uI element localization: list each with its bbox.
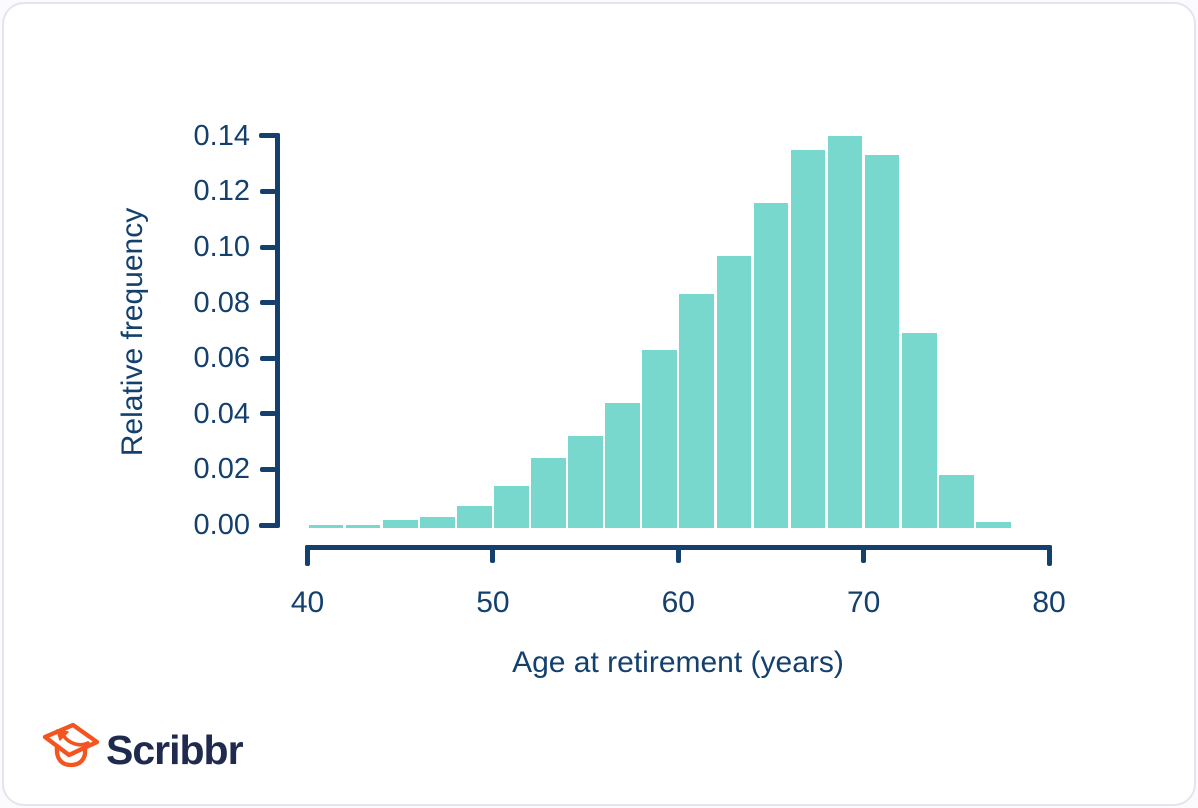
x-tick-label: 60 <box>661 586 695 619</box>
x-tick <box>305 545 310 566</box>
y-tick <box>260 355 276 361</box>
y-axis-line <box>275 133 280 528</box>
x-tick <box>1046 545 1052 566</box>
x-tick-label: 40 <box>290 586 325 619</box>
histogram-bar <box>976 522 1011 528</box>
x-tick-label: 80 <box>1032 586 1066 619</box>
histogram-bar <box>494 486 529 528</box>
histogram-bar <box>864 155 900 528</box>
histogram-bar <box>308 525 344 528</box>
histogram-bar <box>938 475 974 528</box>
y-tick <box>259 522 280 528</box>
scribbr-wordmark: Scribbr <box>106 727 244 773</box>
histogram-bar <box>345 525 381 528</box>
y-tick-label: 0.00 <box>193 509 250 541</box>
histogram-bar <box>753 203 789 528</box>
y-tick-label: 0.12 <box>193 175 250 208</box>
histogram-bar <box>827 136 863 528</box>
scribbr-logo: Scribbr <box>42 718 244 782</box>
histogram-bar <box>790 150 826 528</box>
histogram-bar <box>679 294 715 528</box>
histogram-bar <box>568 436 603 528</box>
histogram-bar <box>531 458 566 528</box>
y-axis-title: Relative frequency <box>116 207 149 457</box>
y-tick-label: 0.14 <box>193 119 250 152</box>
graduation-cap-icon <box>42 722 100 768</box>
y-tick <box>260 188 276 194</box>
histogram-bar <box>605 403 640 528</box>
histogram-bar <box>642 350 678 528</box>
y-tick <box>260 411 276 417</box>
y-tick <box>260 244 276 250</box>
x-tick <box>675 545 681 563</box>
y-tick-label: 0.06 <box>193 342 250 375</box>
x-tick <box>861 545 867 563</box>
y-tick-label: 0.04 <box>193 397 250 430</box>
histogram-plot: 0.00 0.02 0.04 0.06 0.08 0.10 0.12 0.14 40 50 60 70… <box>4 4 1194 804</box>
y-tick <box>260 466 276 472</box>
histogram-bar <box>419 517 455 528</box>
x-tick-label: 70 <box>846 586 881 619</box>
x-tick <box>490 545 496 563</box>
histogram-bar <box>382 520 418 528</box>
y-tick-label: 0.10 <box>193 231 250 263</box>
histogram-bar <box>716 256 752 528</box>
y-tick-label: 0.02 <box>193 453 250 486</box>
x-tick-label: 50 <box>476 586 510 619</box>
y-tick <box>260 300 276 306</box>
y-tick-label: 0.08 <box>193 286 250 319</box>
x-axis-title: Age at retirement (years) <box>512 646 844 679</box>
histogram-bar <box>901 333 937 528</box>
y-tick <box>259 133 280 139</box>
histogram-bar <box>457 506 492 528</box>
